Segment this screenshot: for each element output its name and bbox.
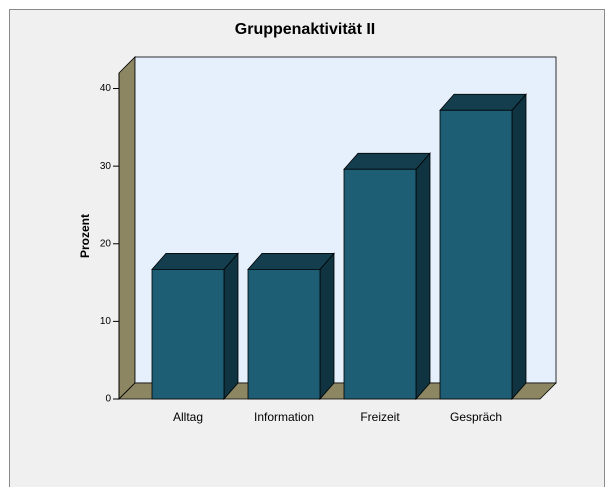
bar [343,152,431,401]
y-tick-label: 0 [105,394,111,405]
bar [439,93,527,401]
bar-top [247,252,335,270]
x-tick-label: Freizeit [360,410,400,424]
bar [151,252,239,401]
bar-front [247,268,321,400]
bar-side [415,152,431,401]
bar-top [439,93,527,111]
bar-side [511,93,527,401]
bar-front [439,109,513,400]
y-axis-label: Prozent [78,214,92,258]
bar-top [343,152,431,170]
bar-side [319,252,335,401]
bar-side [223,252,239,401]
x-tick-label: Alltag [173,410,203,424]
bar-front [343,168,417,400]
y-tick-label: 20 [100,238,112,249]
left-wall [118,56,136,400]
x-tick-label: Information [254,410,314,424]
x-tick-label: Gespräch [450,410,502,424]
bar [247,252,335,401]
y-tick-label: 30 [100,161,112,172]
bar-top [151,252,239,270]
y-tick-label: 10 [100,316,112,327]
y-tick-label: 40 [100,83,112,94]
bar-front [151,268,225,400]
chart-title: Gruppenaktivität II [235,21,375,38]
